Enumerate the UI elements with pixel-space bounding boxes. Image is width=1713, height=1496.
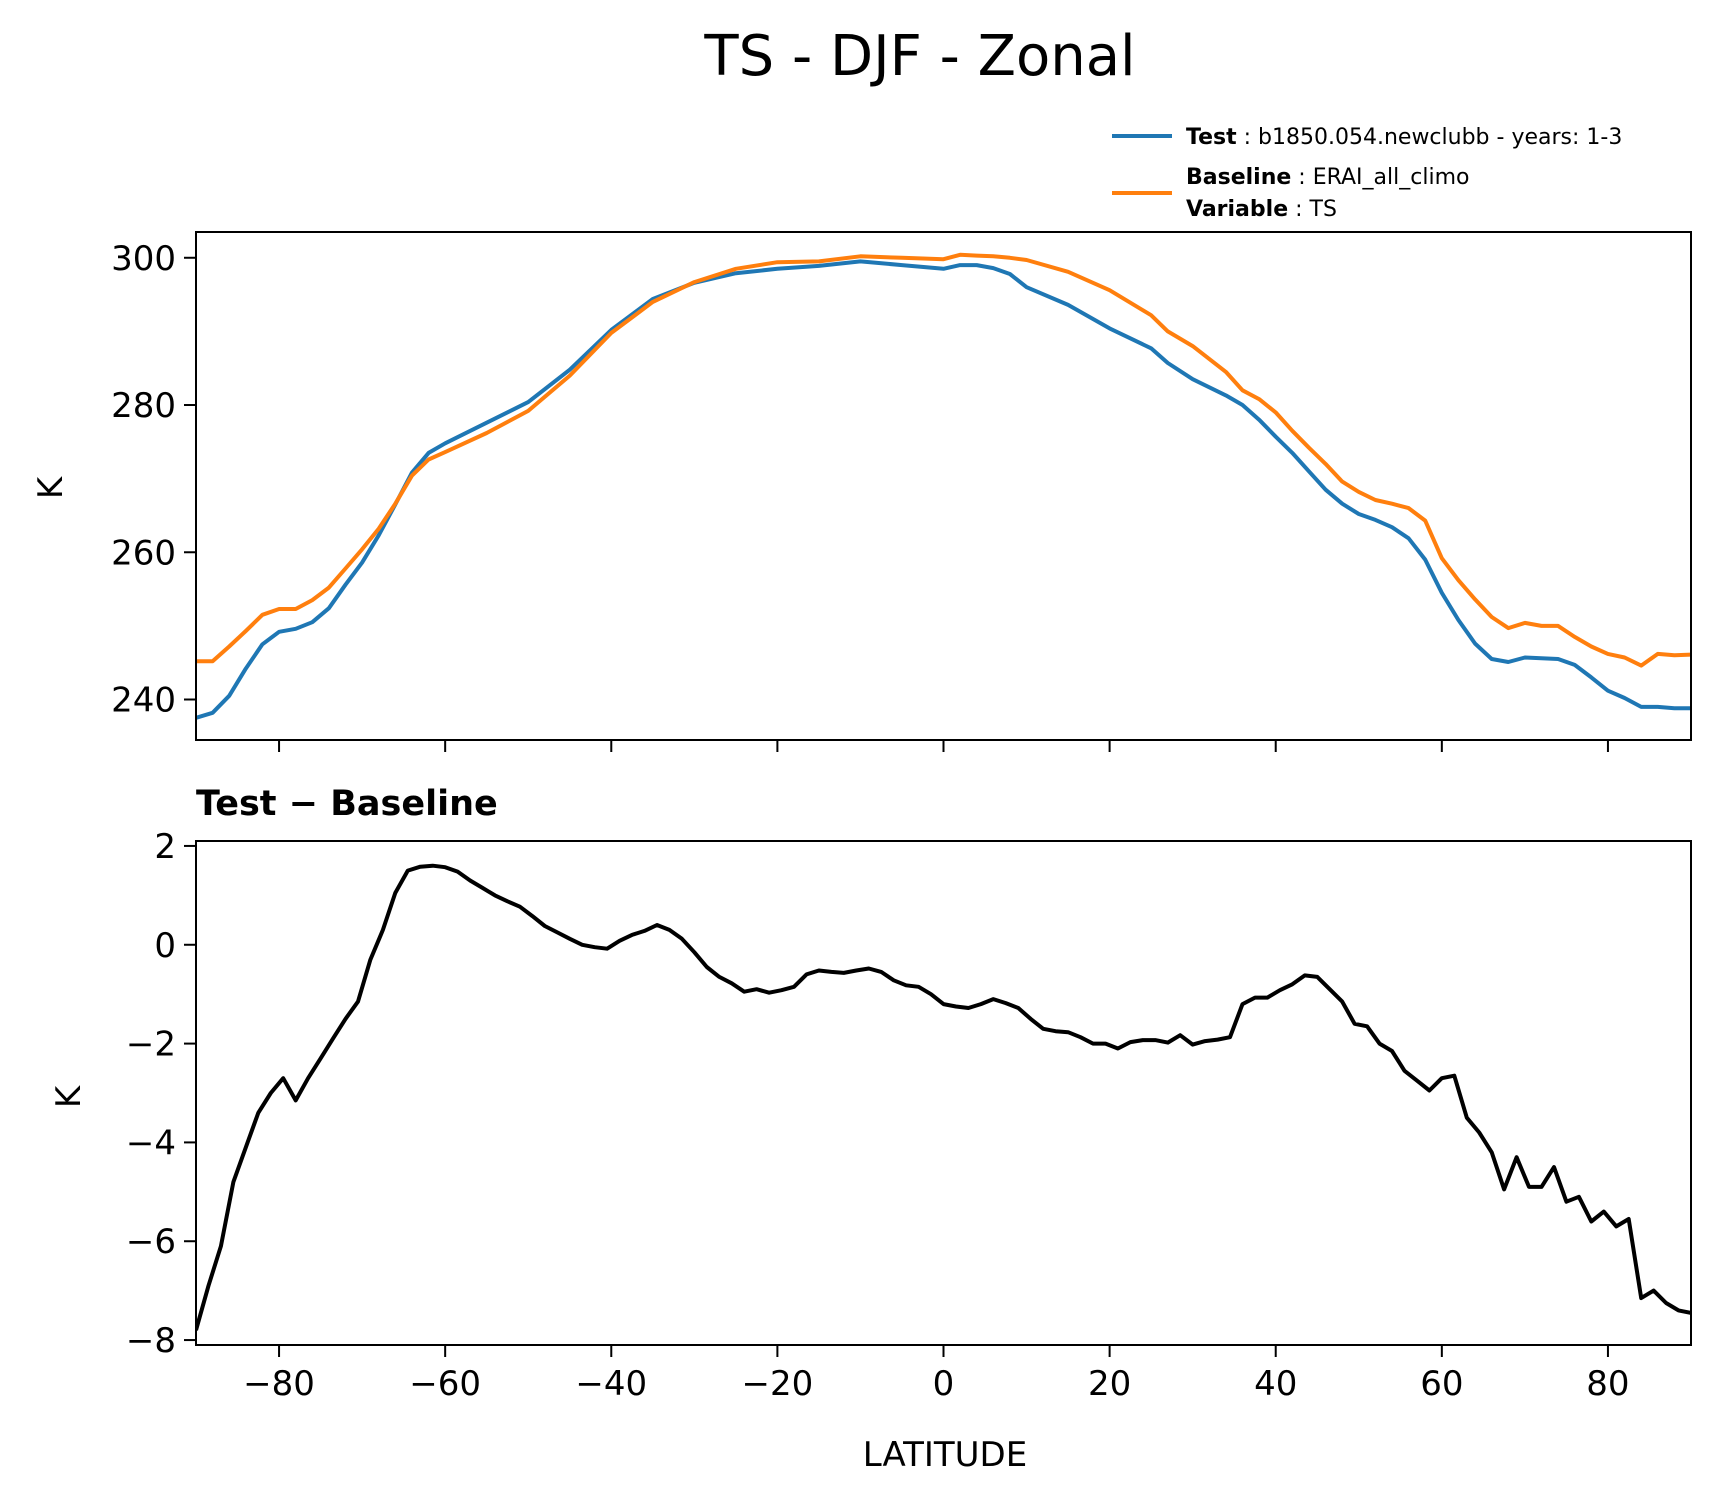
legend-entry-baseline: Baseline : ERAI_all_climo — [1186, 165, 1469, 190]
legend-key-test: Test — [1186, 125, 1237, 150]
bottom-xtick-label: 20 — [1088, 1364, 1131, 1404]
legend-entry-variable: Variable : TS — [1186, 197, 1337, 222]
bottom-xlabel: LATITUDE — [863, 1435, 1027, 1475]
legend-entry-test: Test : b1850.054.newclubb - years: 1-3 — [1186, 125, 1622, 150]
bottom-ylabel: K — [49, 1084, 89, 1108]
top-ytick-label: 300 — [111, 239, 176, 279]
figure-title: TS - DJF - Zonal — [703, 24, 1135, 89]
bottom-ytick-label: −6 — [126, 1222, 176, 1262]
bottom-series-line-difference — [196, 863, 1691, 1331]
top-ticks: 240 260 280 300 — [111, 239, 1609, 752]
bottom-series — [196, 863, 1691, 1331]
legend-sep-test: : — [1237, 125, 1258, 150]
top-series-line-baseline — [196, 252, 1691, 668]
top-axes: 240 260 280 300 K — [31, 231, 1692, 752]
bottom-xtick-label: 40 — [1254, 1364, 1297, 1404]
bottom-axes: Test − Baseline −80 −60 −40 −20 0 20 40 60 80−8−… — [49, 784, 1692, 1475]
top-ytick-label: 260 — [111, 533, 176, 573]
top-ytick-label: 240 — [111, 681, 176, 721]
legend-value-baseline: ERAI_all_climo — [1313, 165, 1470, 190]
top-ytick-label: 280 — [111, 386, 176, 426]
top-series — [196, 252, 1691, 720]
bottom-xtick-label: −40 — [575, 1364, 647, 1404]
legend-key-baseline: Baseline — [1186, 165, 1291, 190]
bottom-xtick-label: −80 — [243, 1364, 315, 1404]
legend-value-variable: TS — [1309, 197, 1337, 222]
bottom-subtitle: Test − Baseline — [196, 784, 498, 824]
top-axes-frame — [195, 231, 1692, 741]
bottom-xtick-label: −20 — [742, 1364, 814, 1404]
top-series-line-test — [196, 259, 1691, 720]
bottom-ticks: −80 −60 −40 −20 0 20 40 60 80−8−6−4−202 — [126, 827, 1630, 1404]
bottom-ytick-label: 0 — [154, 926, 176, 966]
bottom-xtick-label: 80 — [1586, 1364, 1629, 1404]
legend-key-variable: Variable — [1186, 197, 1288, 222]
bottom-xtick-label: 0 — [933, 1364, 955, 1404]
legend-value-test: b1850.054.newclubb - years: 1-3 — [1258, 125, 1622, 150]
bottom-ytick-label: 2 — [154, 827, 176, 867]
bottom-ytick-label: −4 — [126, 1123, 176, 1163]
bottom-xtick-label: 60 — [1420, 1364, 1463, 1404]
bottom-ytick-label: −2 — [126, 1025, 176, 1065]
bottom-ytick-label: −8 — [126, 1321, 176, 1361]
top-ylabel: K — [31, 475, 71, 499]
legend-sep-variable: : — [1288, 197, 1309, 222]
legend: Test : b1850.054.newclubb - years: 1-3 B… — [1112, 125, 1622, 222]
legend-sep-baseline: : — [1291, 165, 1312, 190]
bottom-axes-frame — [195, 840, 1692, 1346]
bottom-xtick-label: −60 — [409, 1364, 481, 1404]
